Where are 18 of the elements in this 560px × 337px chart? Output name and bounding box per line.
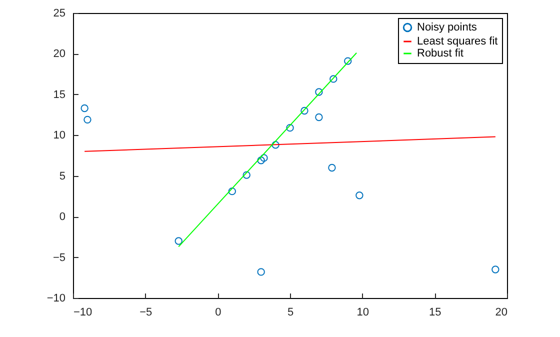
y-tick-label: −5	[52, 252, 66, 264]
y-tick-label: 0	[59, 211, 66, 224]
y-tick-label: −10	[46, 292, 66, 304]
y-tick-label: 5	[59, 170, 66, 182]
y-tick-label: 20	[53, 48, 66, 60]
x-tick-label: 15	[429, 306, 442, 318]
legend-label: Least squares fit	[417, 36, 498, 48]
y-tick-label: 10	[53, 130, 66, 142]
x-tick-label: 10	[356, 306, 369, 318]
x-tick-label: −5	[140, 306, 152, 318]
x-tick-label: 0	[215, 306, 222, 318]
x-tick-label: −10	[74, 306, 92, 318]
y-tick-label: 25	[53, 8, 66, 20]
legend-label: Robust fit	[417, 48, 464, 60]
x-tick-label: 20	[495, 306, 508, 318]
legend-label: Noisy points	[417, 22, 478, 34]
y-tick-label: 15	[53, 88, 66, 101]
x-tick-label: 5	[287, 306, 294, 318]
